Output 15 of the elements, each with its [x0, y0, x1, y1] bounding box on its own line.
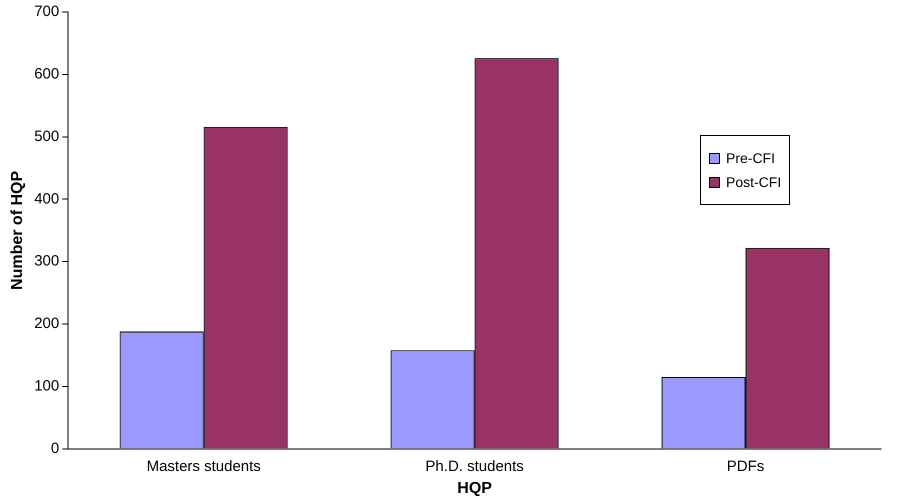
legend-label: Post-CFI [726, 174, 782, 190]
y-tick-label: 100 [34, 378, 60, 395]
x-tick-label: Ph.D. students [425, 458, 524, 475]
y-tick-label: 700 [34, 3, 60, 20]
y-tick-label: 300 [34, 252, 60, 270]
y-tick-label: 500 [34, 128, 60, 145]
x-tick-label: Masters students [146, 458, 261, 475]
y-axis-title: Number of HQP [9, 170, 26, 290]
y-tick-label: 600 [34, 66, 60, 83]
legend-label: Pre-CFI [726, 150, 775, 166]
y-tick-label: 400 [34, 190, 60, 208]
y-tick-label: 200 [34, 315, 60, 332]
x-axis-title: HQP [457, 480, 492, 497]
y-tick-label: 0 [50, 440, 60, 457]
x-tick-label: PDFs [726, 458, 764, 475]
